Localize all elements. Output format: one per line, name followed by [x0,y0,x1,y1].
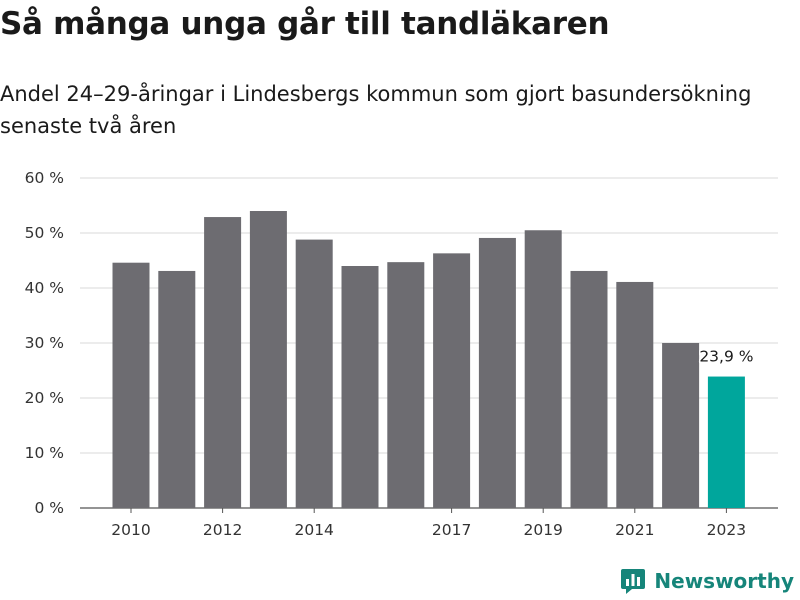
y-tick-label: 40 % [25,279,64,297]
bar [387,262,425,508]
bar [204,217,242,509]
bar [524,230,562,508]
bar [570,270,608,508]
y-tick-label: 10 % [25,444,64,462]
bar [707,376,745,508]
bar [341,266,379,508]
brand-logo: Newsworthy [620,568,794,594]
x-tick-label: 2023 [707,521,746,539]
bar [433,253,471,508]
x-tick-label: 2017 [432,521,471,539]
bar [662,343,700,508]
bar [249,211,287,508]
bar [478,237,516,508]
y-tick-label: 0 % [34,499,64,517]
y-tick-label: 60 % [25,169,64,187]
y-tick-label: 20 % [25,389,64,407]
data-label: 23,9 % [699,348,753,366]
bar [158,270,196,508]
newsworthy-logo-icon [621,569,646,594]
x-tick-label: 2019 [523,521,562,539]
chart-subtitle: Andel 24–29-åringar i Lindesbergs kommun… [0,82,752,138]
y-tick-label: 30 % [25,334,64,352]
brand-name: Newsworthy [654,569,794,593]
bar-chart: 0 % 10 % 20 % 30 % 40 % 50 % 60 % 2010 2012 2014 2… [25,169,778,539]
bar [295,239,333,508]
bar [616,281,654,508]
x-tick-label: 2021 [615,521,654,539]
chart-title: Så många unga går till tandläkaren [0,6,610,42]
y-tick-label: 50 % [25,224,64,242]
x-tick-label: 2012 [203,521,242,539]
x-tick-label: 2014 [294,521,333,539]
bar [112,262,150,508]
x-tick-label: 2010 [111,521,150,539]
